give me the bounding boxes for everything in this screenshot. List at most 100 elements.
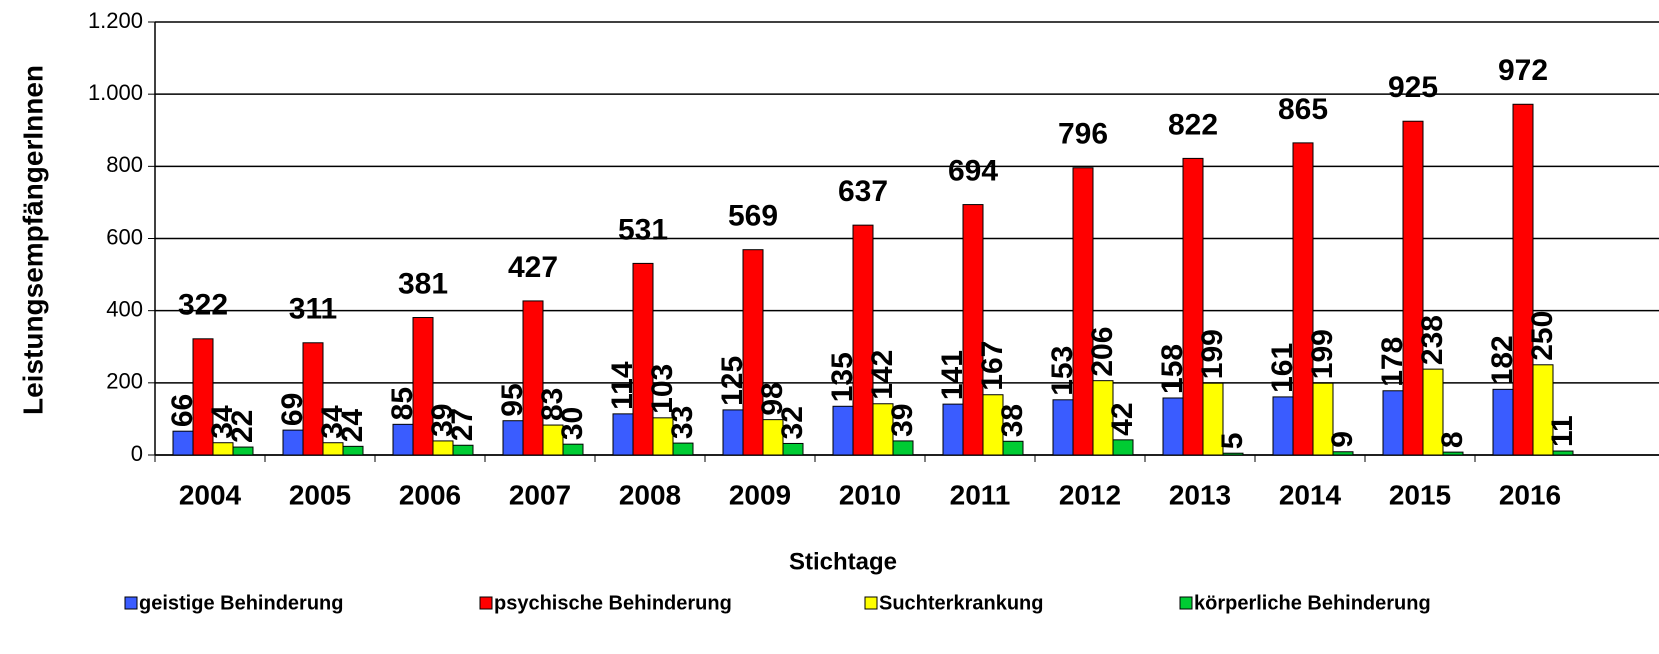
x-tick-label: 2010 [839,479,901,510]
x-tick-label: 2006 [399,479,461,510]
x-tick-label: 2011 [950,479,1011,510]
data-label: 311 [289,293,337,326]
bar [1312,382,1334,456]
data-label: 206 [1086,327,1119,377]
bar [1092,380,1114,456]
bar [982,394,1004,456]
data-label: 22 [226,410,259,443]
legend-swatch [864,596,878,610]
bar [1442,451,1464,456]
bar [722,409,744,456]
bar [542,424,564,456]
data-label: 11 [1546,415,1579,447]
data-label: 322 [178,289,228,322]
bar [852,224,874,456]
bar [432,440,454,456]
data-label: 250 [1526,311,1559,361]
bar [322,442,344,456]
bar [892,440,914,456]
x-tick-label: 2005 [289,479,351,510]
data-label: 427 [508,251,558,284]
data-label: 637 [838,175,888,208]
data-label: 9 [1326,431,1359,448]
bar [942,403,964,456]
data-label: 34 [206,405,239,439]
bar [872,403,894,456]
bar [502,420,524,456]
data-label: 796 [1058,118,1108,151]
x-tick-label: 2009 [729,479,791,510]
data-label: 27 [446,408,479,441]
x-tick-label: 2007 [509,479,571,510]
data-label: 5 [1216,433,1249,450]
bar [742,249,764,456]
bar [232,446,254,456]
x-tick-label: 2008 [619,479,681,510]
bar [1272,396,1294,456]
data-label: 822 [1168,108,1218,141]
y-axis-label: LeistungsempfängerInnen [17,65,48,415]
data-label: 33 [666,406,699,439]
data-label: 531 [618,213,668,246]
x-tick-label: 2016 [1499,479,1561,510]
data-label: 38 [996,404,1029,437]
bar [452,444,474,456]
bar [192,338,214,456]
x-tick-label: 2013 [1169,479,1231,510]
data-label: 32 [776,406,809,439]
bar [1202,382,1224,456]
legend-label: körperliche Behinderung [1194,592,1431,614]
data-label: 238 [1416,315,1449,365]
data-label: 167 [976,341,1009,391]
data-label: 103 [646,364,679,414]
data-label: 24 [336,409,369,443]
data-label: 98 [756,382,789,415]
bar [672,442,694,456]
bar [1552,450,1574,456]
bar [562,443,584,456]
x-axis-label: Stichtage [789,548,897,575]
y-tick-label: 1.200 [88,8,143,33]
bar [962,204,984,456]
legend-label: psychische Behinderung [494,592,732,614]
bar [302,342,324,456]
bar [342,445,364,456]
x-tick-label: 2015 [1389,479,1451,510]
bar [762,419,784,456]
x-tick-label: 2014 [1279,479,1342,510]
x-tick-label: 2012 [1059,479,1121,510]
bar [1072,167,1094,456]
data-label: 34 [316,405,349,439]
bar [1332,451,1354,456]
data-label: 865 [1278,93,1328,126]
bar [1222,452,1244,456]
bar [1002,440,1024,456]
data-label: 142 [866,350,899,400]
bar [412,317,434,456]
data-label: 42 [1106,402,1139,435]
legend-swatch [479,596,493,610]
data-label: 39 [426,404,459,437]
bar [652,417,674,456]
bar [392,423,414,456]
data-label: 30 [556,407,589,440]
bar [832,405,854,456]
bar [1382,390,1404,456]
bar [782,442,804,456]
bar [1162,397,1184,456]
data-label: 8 [1436,431,1469,448]
bar [522,300,544,456]
bar [1402,120,1424,456]
data-label: 39 [886,404,919,437]
y-tick-label: 600 [106,224,143,249]
bar [172,430,194,456]
data-label: 199 [1196,329,1229,379]
legend-swatch [1179,596,1193,610]
bar [1052,399,1074,456]
y-tick-label: 0 [131,441,143,466]
bar [1182,157,1204,456]
bar [1512,103,1534,456]
bar [1422,368,1444,456]
y-tick-label: 1.000 [88,80,143,105]
legend-label: Suchterkrankung [879,592,1043,614]
